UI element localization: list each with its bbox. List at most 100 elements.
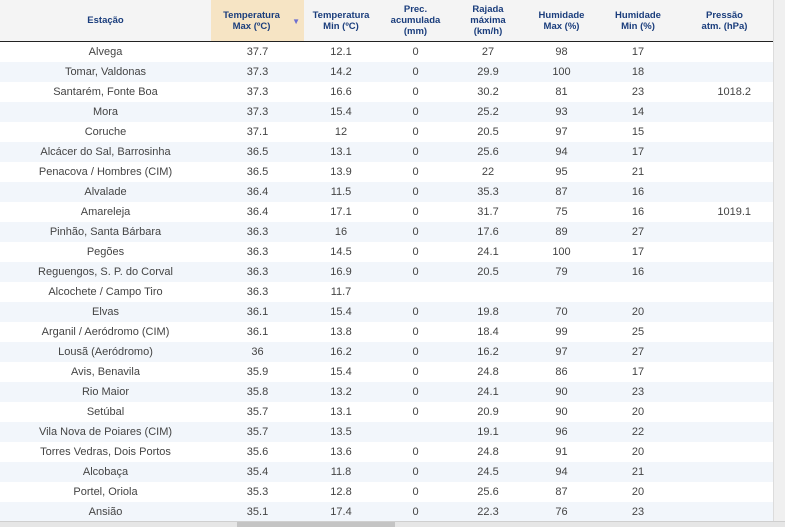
table-row[interactable]: Rio Maior 35.8 13.2 0 24.1 90 23 — [0, 382, 773, 402]
cell-temp-min: 17.1 — [304, 202, 378, 222]
table-row[interactable]: Reguengos, S. P. do Corval 36.3 16.9 0 20.5 7… — [0, 262, 773, 282]
table-row[interactable]: Ansião 35.1 17.4 0 22.3 76 23 — [0, 502, 773, 521]
table-row[interactable]: Alcácer do Sal, Barrosinha 36.5 13.1 0 25.6 9… — [0, 142, 773, 162]
cell-precipitation: 0 — [378, 202, 453, 222]
header-pressure[interactable]: Pressão atm. (hPa) — [676, 0, 773, 42]
header-max-gust-line1: Rajada — [472, 4, 504, 15]
table-row[interactable]: Amareleja 36.4 17.1 0 31.7 75 16 1019.1 — [0, 202, 773, 222]
table-row[interactable]: Alvega 37.7 12.1 0 27 98 17 — [0, 41, 773, 62]
cell-precipitation: 0 — [378, 462, 453, 482]
cell-temp-min: 15.4 — [304, 362, 378, 382]
table-row[interactable]: Avis, Benavila 35.9 15.4 0 24.8 86 17 — [0, 362, 773, 382]
header-max-gust[interactable]: Rajada máxima (km/h) — [453, 0, 523, 42]
cell-pressure — [676, 502, 773, 521]
table-row[interactable]: Pegões 36.3 14.5 0 24.1 100 17 — [0, 242, 773, 262]
cell-temp-min: 13.9 — [304, 162, 378, 182]
table-row[interactable]: Vila Nova de Poiares (CIM) 35.7 13.5 19.1 96… — [0, 422, 773, 442]
cell-humidity-min: 21 — [600, 162, 676, 182]
header-temp-max[interactable]: Temperatura Max (ºC) ▼ — [211, 0, 304, 42]
cell-humidity-min: 20 — [600, 442, 676, 462]
cell-station-name: Coruche — [0, 122, 211, 142]
header-pressure-line2: atm. (hPa) — [701, 20, 748, 32]
cell-pressure — [676, 62, 773, 82]
cell-station-name: Alcácer do Sal, Barrosinha — [0, 142, 211, 162]
cell-max-gust: 24.1 — [453, 382, 523, 402]
header-precipitation[interactable]: Prec. acumulada (mm) — [378, 0, 453, 42]
table-row[interactable]: Alvalade 36.4 11.5 0 35.3 87 16 — [0, 182, 773, 202]
table-row[interactable]: Penacova / Hombres (CIM) 36.5 13.9 0 22 95 21 — [0, 162, 773, 182]
cell-humidity-max: 91 — [523, 442, 600, 462]
cell-temp-min: 15.4 — [304, 102, 378, 122]
cell-max-gust: 24.8 — [453, 442, 523, 462]
cell-temp-max: 37.1 — [211, 122, 304, 142]
cell-humidity-min: 17 — [600, 41, 676, 62]
cell-temp-min: 14.5 — [304, 242, 378, 262]
table-row[interactable]: Alcochete / Campo Tiro 36.3 11.7 — [0, 282, 773, 302]
cell-precipitation: 0 — [378, 502, 453, 521]
sort-descending-icon[interactable]: ▼ — [292, 17, 300, 26]
header-station[interactable]: Estação — [0, 0, 211, 42]
cell-temp-min: 11.7 — [304, 282, 378, 302]
cell-pressure — [676, 322, 773, 342]
cell-precipitation: 0 — [378, 362, 453, 382]
cell-pressure: 1018.2 — [676, 82, 773, 102]
cell-station-name: Elvas — [0, 302, 211, 322]
cell-temp-max: 35.9 — [211, 362, 304, 382]
table-row[interactable]: Torres Vedras, Dois Portos 35.6 13.6 0 24.8 9… — [0, 442, 773, 462]
cell-temp-max: 36.5 — [211, 162, 304, 182]
cell-precipitation: 0 — [378, 122, 453, 142]
table-row[interactable]: Santarém, Fonte Boa 37.3 16.6 0 30.2 81 23 1018… — [0, 82, 773, 102]
header-humidity-max[interactable]: Humidade Max (%) — [523, 0, 600, 42]
cell-station-name: Mora — [0, 102, 211, 122]
cell-max-gust: 22 — [453, 162, 523, 182]
horizontal-scrollbar[interactable] — [0, 521, 785, 527]
horizontal-scrollbar-thumb[interactable] — [237, 522, 395, 527]
cell-temp-max: 36 — [211, 342, 304, 362]
cell-temp-min: 13.6 — [304, 442, 378, 462]
cell-precipitation: 0 — [378, 62, 453, 82]
cell-temp-min: 11.8 — [304, 462, 378, 482]
cell-temp-min: 12.8 — [304, 482, 378, 502]
table-row[interactable]: Alcobaça 35.4 11.8 0 24.5 94 21 — [0, 462, 773, 482]
table-row[interactable]: Portel, Oriola 35.3 12.8 0 25.6 87 20 — [0, 482, 773, 502]
table-row[interactable]: Tomar, Valdonas 37.3 14.2 0 29.9 100 18 — [0, 62, 773, 82]
cell-pressure — [676, 262, 773, 282]
table-row[interactable]: Pinhão, Santa Bárbara 36.3 16 0 17.6 89 27 — [0, 222, 773, 242]
table-row[interactable]: Setúbal 35.7 13.1 0 20.9 90 20 — [0, 402, 773, 422]
cell-humidity-min: 23 — [600, 502, 676, 521]
table-row[interactable]: Mora 37.3 15.4 0 25.2 93 14 — [0, 102, 773, 122]
cell-humidity-max: 97 — [523, 122, 600, 142]
cell-pressure — [676, 422, 773, 442]
cell-max-gust: 25.2 — [453, 102, 523, 122]
cell-humidity-max: 79 — [523, 262, 600, 282]
table-row[interactable]: Elvas 36.1 15.4 0 19.8 70 20 — [0, 302, 773, 322]
table-row[interactable]: Coruche 37.1 12 0 20.5 97 15 — [0, 122, 773, 142]
cell-pressure — [676, 302, 773, 322]
cell-humidity-max: 94 — [523, 462, 600, 482]
cell-station-name: Penacova / Hombres (CIM) — [0, 162, 211, 182]
cell-temp-max: 37.3 — [211, 102, 304, 122]
table-row[interactable]: Arganil / Aeródromo (CIM) 36.1 13.8 0 18.4 99… — [0, 322, 773, 342]
vertical-scrollbar[interactable] — [773, 0, 785, 521]
cell-humidity-min: 15 — [600, 122, 676, 142]
table-row[interactable]: Lousã (Aeródromo) 36 16.2 0 16.2 97 27 — [0, 342, 773, 362]
cell-temp-max: 36.4 — [211, 202, 304, 222]
cell-temp-min: 13.1 — [304, 142, 378, 162]
cell-temp-max: 36.4 — [211, 182, 304, 202]
cell-pressure — [676, 162, 773, 182]
cell-humidity-max — [523, 282, 600, 302]
header-humidity-min[interactable]: Humidade Min (%) — [600, 0, 676, 42]
cell-temp-min: 16.9 — [304, 262, 378, 282]
cell-max-gust: 16.2 — [453, 342, 523, 362]
table-header-row: Estação Temperatura Max (ºC) ▼ Temperatu… — [0, 0, 773, 42]
cell-humidity-max: 89 — [523, 222, 600, 242]
cell-temp-min: 12.1 — [304, 41, 378, 62]
cell-temp-min: 16.6 — [304, 82, 378, 102]
header-precipitation-line3: (mm) — [403, 26, 428, 37]
cell-humidity-min — [600, 282, 676, 302]
cell-humidity-max: 97 — [523, 342, 600, 362]
cell-humidity-max: 100 — [523, 62, 600, 82]
header-temp-min[interactable]: Temperatura Min (ºC) — [304, 0, 378, 42]
header-humidity-max-line2: Max (%) — [543, 20, 580, 32]
header-humidity-min-line1: Humidade — [615, 9, 661, 21]
